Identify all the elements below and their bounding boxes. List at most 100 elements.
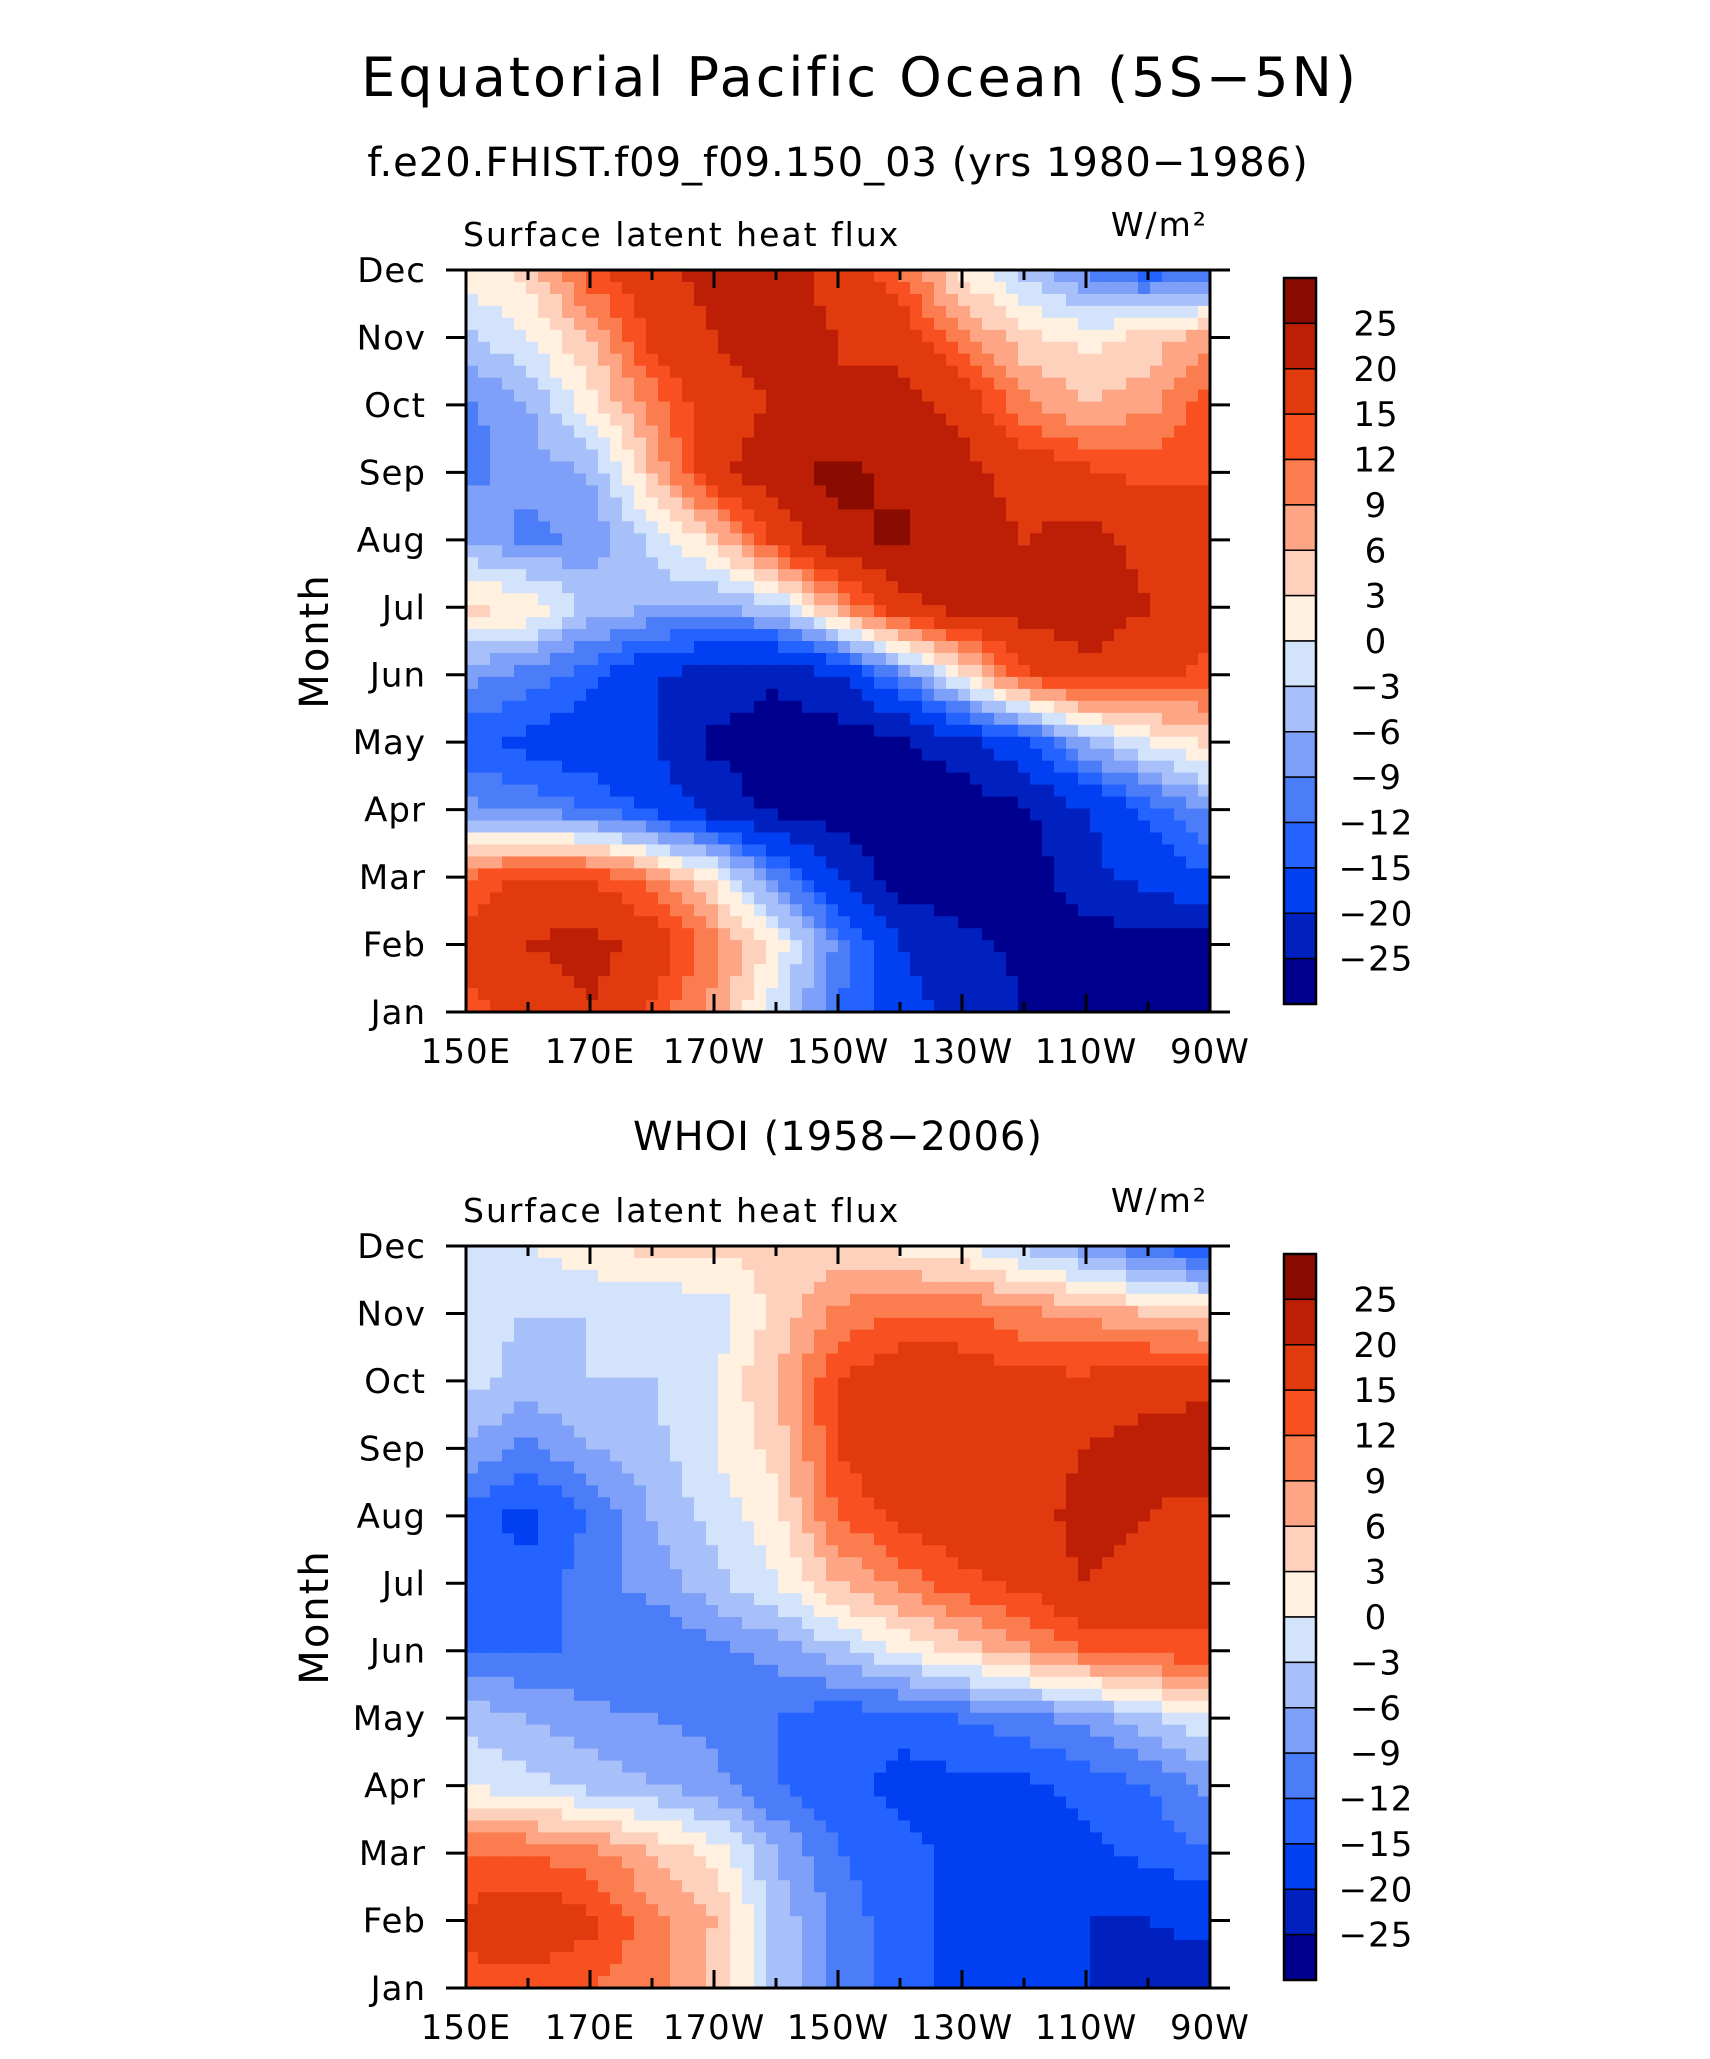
heatmap-cell (694, 952, 707, 965)
heatmap-cell (1114, 341, 1127, 355)
heatmap-cell (646, 617, 659, 630)
heatmap-cell (802, 449, 815, 463)
heatmap-cell (610, 485, 623, 498)
heatmap-cell (826, 1305, 839, 1319)
heatmap-cell (514, 473, 527, 487)
heatmap-cell (586, 700, 599, 714)
heatmap-cell (1018, 736, 1031, 750)
heatmap-cell (1186, 856, 1199, 869)
heatmap-cell (766, 688, 779, 702)
heatmap-cell (910, 1353, 923, 1367)
heatmap-cell (898, 892, 911, 905)
heatmap-cell (814, 1377, 827, 1391)
heatmap-cell (526, 1341, 539, 1355)
heatmap-cell (742, 712, 755, 726)
heatmap-cell (874, 664, 887, 678)
heatmap-cell (550, 293, 563, 307)
heatmap-cell (694, 485, 707, 498)
heatmap-cell (1006, 760, 1019, 774)
heatmap-cell (994, 365, 1007, 379)
heatmap-cell (982, 784, 995, 798)
heatmap-cell (898, 832, 911, 846)
heatmap-cell (466, 305, 479, 319)
heatmap-cell (1042, 401, 1055, 415)
heatmap-cell (886, 688, 899, 702)
heatmap-cell (466, 1281, 479, 1295)
heatmap-cell (598, 341, 611, 355)
heatmap-cell (1066, 425, 1079, 439)
heatmap-cell (646, 341, 659, 355)
heatmap-cell (958, 784, 971, 798)
heatmap-cell (922, 844, 935, 858)
heatmap-cell (478, 533, 491, 546)
heatmap-cell (718, 1257, 731, 1271)
heatmap-cell (1030, 413, 1043, 427)
heatmap-cell (1102, 617, 1115, 630)
heatmap-cell (1126, 341, 1139, 355)
heatmap-cell (1126, 1401, 1139, 1415)
heatmap-cell (682, 617, 695, 630)
heatmap-cell (898, 1413, 911, 1427)
heatmap-cell (742, 1257, 755, 1271)
heatmap-cell (934, 820, 947, 834)
heatmap-cell (766, 1329, 779, 1343)
heatmap-cell (742, 281, 755, 295)
heatmap-cell (610, 1437, 623, 1451)
heatmap-cell (898, 1377, 911, 1391)
heatmap-cell (1174, 629, 1187, 642)
heatmap-cell (790, 1305, 803, 1319)
heatmap-cell (550, 521, 563, 534)
heatmap-cell (1150, 868, 1163, 881)
heatmap-cell (682, 1425, 695, 1439)
heatmap-cell (754, 904, 767, 917)
heatmap-cell (574, 1401, 587, 1415)
heatmap-cell (946, 521, 959, 534)
heatmap-cell (538, 856, 551, 869)
heatmap-cell (634, 1246, 647, 1259)
heatmap-cell (526, 1317, 539, 1331)
heatmap-cell (1030, 557, 1043, 570)
heatmap-cell (994, 629, 1007, 642)
heatmap-cell (610, 473, 623, 487)
heatmap-cell (646, 1305, 659, 1319)
heatmap-cell (802, 473, 815, 487)
heatmap-cell (1090, 1293, 1103, 1307)
heatmap-cell (538, 1425, 551, 1439)
heatmap-cell (1114, 581, 1127, 594)
heatmap-cell (1138, 509, 1151, 522)
heatmap-cell (1018, 1389, 1031, 1403)
heatmap-cell (970, 593, 983, 606)
heatmap-cell (622, 581, 635, 594)
heatmap-cell (634, 1437, 647, 1451)
heatmap-cell (778, 641, 791, 654)
heatmap-cell (970, 904, 983, 917)
heatmap-cell (598, 1353, 611, 1367)
heatmap-cell (682, 1257, 695, 1271)
heatmap-cell (610, 317, 623, 331)
heatmap-cell (802, 1365, 815, 1379)
heatmap-cell (1186, 449, 1199, 463)
heatmap-cell (598, 581, 611, 594)
heatmap-cell (970, 868, 983, 881)
heatmap-cell (502, 1377, 515, 1391)
heatmap-cell (886, 605, 899, 618)
heatmap-cell (1078, 281, 1091, 295)
heatmap-cell (526, 1377, 539, 1391)
heatmap-cell (646, 748, 659, 762)
heatmap-cell (1198, 1389, 1211, 1403)
heatmap-cell (1174, 832, 1187, 846)
colorbar-swatch (1283, 640, 1317, 688)
heatmap-cell (502, 736, 515, 750)
heatmap-cell (730, 820, 743, 834)
heatmap-cell (610, 557, 623, 570)
heatmap-cell (634, 317, 647, 331)
heatmap-cell (1078, 1401, 1091, 1415)
heatmap-cell (1150, 664, 1163, 678)
heatmap-cell (1054, 341, 1067, 355)
heatmap-cell (1114, 832, 1127, 846)
heatmap-cell (1186, 461, 1199, 475)
heatmap-cell (1090, 856, 1103, 869)
heatmap-cell (1162, 1389, 1175, 1403)
heatmap-cell (862, 1341, 875, 1355)
heatmap-cell (706, 796, 719, 810)
